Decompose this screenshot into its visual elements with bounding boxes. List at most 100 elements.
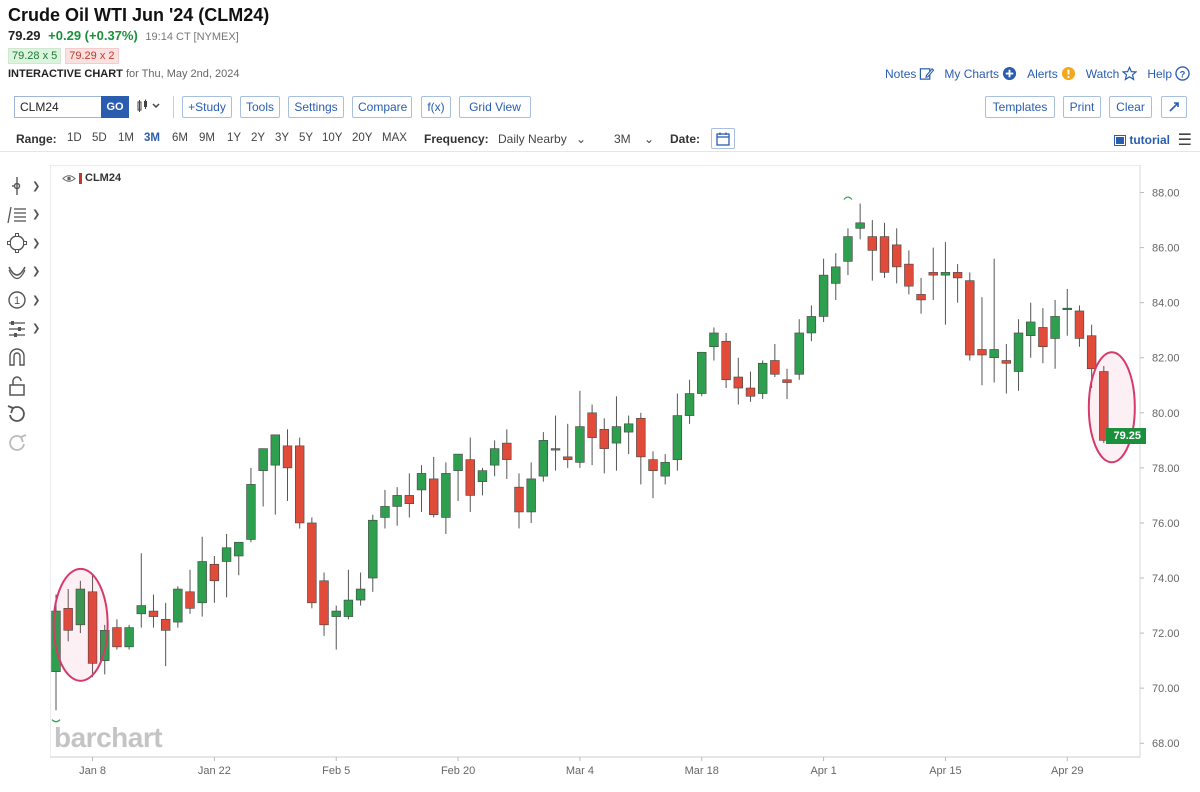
high-marker xyxy=(843,196,853,200)
x-tick-label: Mar 18 xyxy=(685,765,719,777)
last-price-tag: 79.25 xyxy=(1106,428,1146,444)
measure-tool[interactable]: ❯ xyxy=(6,315,46,344)
candle-body-down xyxy=(307,522,317,604)
add-study-button[interactable]: +Study xyxy=(182,96,232,118)
expand-button[interactable] xyxy=(1161,96,1187,118)
toolbar-divider xyxy=(173,96,174,118)
date-picker-button[interactable] xyxy=(711,128,735,149)
y-tick-label: 86.00 xyxy=(1152,243,1180,255)
mycharts-link[interactable]: My Charts xyxy=(944,66,1017,81)
print-button[interactable]: Print xyxy=(1063,96,1101,118)
candle-body-up xyxy=(550,448,561,451)
highlight-ellipse xyxy=(1087,351,1136,464)
range-20y[interactable]: 20Y xyxy=(352,132,373,144)
y-tick-label: 78.00 xyxy=(1152,463,1180,475)
range-6m[interactable]: 6M xyxy=(172,132,188,144)
candle-body-down xyxy=(916,294,926,301)
chevron-right-icon: ❯ xyxy=(32,294,41,306)
alerts-link[interactable]: Alerts xyxy=(1027,66,1076,81)
y-tick-label: 88.00 xyxy=(1152,188,1180,200)
x-tick-label: Jan 22 xyxy=(198,765,231,777)
fibonacci-tool[interactable]: ❯ xyxy=(6,201,46,230)
help-link[interactable]: Help ? xyxy=(1147,66,1190,81)
redo-tool[interactable] xyxy=(6,429,46,458)
chart-subtitle: INTERACTIVE CHART for Thu, May 2nd, 2024 xyxy=(8,68,240,80)
candle xyxy=(1074,305,1085,347)
symbol-input[interactable]: CLM24 xyxy=(14,96,102,118)
range-3y[interactable]: 3Y xyxy=(275,132,290,144)
compare-button[interactable]: Compare xyxy=(352,96,412,118)
range-5d[interactable]: 5D xyxy=(92,132,107,144)
range-2y[interactable]: 2Y xyxy=(251,132,266,144)
candle xyxy=(282,429,293,501)
candle-body-up xyxy=(331,610,341,617)
candle-body-down xyxy=(721,340,731,381)
range-5y[interactable]: 5Y xyxy=(299,132,314,144)
magnet-tool[interactable] xyxy=(6,343,46,372)
candle xyxy=(392,487,402,526)
subtitle-date: for Thu, May 2nd, 2024 xyxy=(125,68,240,80)
clear-button[interactable]: Clear xyxy=(1109,96,1152,118)
candle xyxy=(489,440,500,477)
frequency-select[interactable]: Daily Nearby ⌄ xyxy=(498,132,586,146)
candle-body-down xyxy=(1001,360,1012,364)
range-1d[interactable]: 1D xyxy=(67,132,82,144)
period-select[interactable]: 3M ⌄ xyxy=(614,132,654,146)
templates-button[interactable]: Templates xyxy=(985,96,1055,118)
range-9m[interactable]: 9M xyxy=(199,132,215,144)
range-1y[interactable]: 1Y xyxy=(227,132,242,144)
candle-body-up xyxy=(197,561,207,604)
candle xyxy=(989,258,999,383)
chart-type-dropdown[interactable] xyxy=(136,99,166,116)
series-label[interactable]: CLM24 xyxy=(62,172,121,184)
grid-view-button[interactable]: Grid View xyxy=(459,96,531,118)
barchart-logo: barchart xyxy=(54,722,163,753)
range-1m[interactable]: 1M xyxy=(118,132,134,144)
candle xyxy=(892,228,902,284)
candle xyxy=(477,467,488,496)
candle-body-up xyxy=(940,272,951,276)
notes-link[interactable]: Notes xyxy=(885,66,935,81)
date-label: Date: xyxy=(670,132,701,146)
lock-tool[interactable] xyxy=(6,372,46,401)
tutorial-link[interactable]: tutorial xyxy=(1114,133,1170,147)
range-max[interactable]: MAX xyxy=(382,132,407,144)
tutorial-label: tutorial xyxy=(1129,133,1170,147)
numbered-marker-icon: 1 xyxy=(8,291,26,309)
undo-tool[interactable] xyxy=(6,400,46,429)
annotation-tool[interactable]: 1 ❯ xyxy=(6,286,46,315)
fx-button[interactable]: f(x) xyxy=(421,96,451,118)
candle-body-down xyxy=(733,376,743,389)
candle xyxy=(1062,288,1072,336)
candle-body-up xyxy=(258,448,268,471)
range-10y[interactable]: 10Y xyxy=(322,132,343,144)
go-button[interactable]: GO xyxy=(101,96,129,118)
watch-link[interactable]: Watch xyxy=(1086,66,1138,81)
candle-body-down xyxy=(648,459,658,471)
price-chart[interactable]: 88.00 86.00 84.00 82.00 80.00 78.00 76.00 74.00… xyxy=(50,165,1200,785)
candle-body-down xyxy=(87,591,98,664)
candle-body-down xyxy=(745,387,756,397)
candle xyxy=(563,423,573,468)
candle xyxy=(221,533,232,598)
eye-icon xyxy=(62,174,76,182)
shapes-tool[interactable]: ❯ xyxy=(6,229,46,258)
curve-tool[interactable]: ❯ xyxy=(6,258,46,287)
candle xyxy=(611,396,622,471)
x-tick-label: Mar 4 xyxy=(566,765,594,777)
candle-body-up xyxy=(575,426,585,463)
crosshair-tool[interactable]: ❯ xyxy=(6,172,46,201)
range-3m[interactable]: 3M xyxy=(144,132,160,144)
candle xyxy=(757,360,768,400)
range-bar: Range: 1D 5D 1M 3M 6M 9M 1Y 2Y 3Y 5Y 10Y… xyxy=(0,126,1200,152)
mycharts-label: My Charts xyxy=(944,66,1000,81)
candle-body-down xyxy=(636,418,646,458)
hamburger-menu-icon[interactable]: ☰ xyxy=(1177,132,1192,149)
chevron-right-icon: ❯ xyxy=(32,266,41,278)
candle xyxy=(234,541,244,576)
tools-button[interactable]: Tools xyxy=(240,96,280,118)
candle xyxy=(660,454,670,485)
settings-button[interactable]: Settings xyxy=(288,96,344,118)
candle-body-up xyxy=(526,478,536,513)
candle-body-up xyxy=(806,316,817,334)
